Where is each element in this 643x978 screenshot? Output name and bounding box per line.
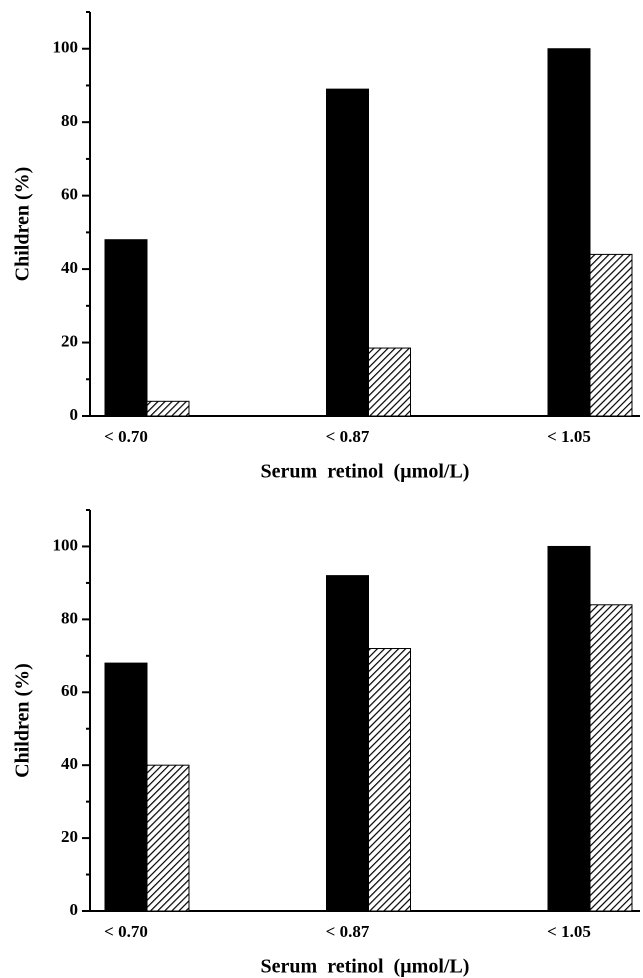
y-tick-label: 0 xyxy=(70,900,79,919)
bar xyxy=(104,662,148,912)
y-tick-label: 60 xyxy=(61,185,78,204)
x-tick-label: < 0.70 xyxy=(104,427,148,446)
bar xyxy=(326,575,369,912)
y-tick-label: 40 xyxy=(61,754,78,773)
bar xyxy=(368,648,411,912)
y-tick-label: 80 xyxy=(61,608,78,627)
x-tick-label: < 1.05 xyxy=(547,922,591,941)
bar xyxy=(146,764,190,912)
y-tick-label: 20 xyxy=(61,331,78,350)
x-tick-label: < 0.87 xyxy=(326,922,370,941)
bar xyxy=(326,88,369,417)
x-axis-label: Serum retinol (µmol/L) xyxy=(261,461,470,483)
bar xyxy=(547,48,591,417)
y-tick-label: 20 xyxy=(61,827,78,846)
y-axis-label: Children (%) xyxy=(12,167,34,282)
bar xyxy=(368,347,411,417)
y-tick-label: 100 xyxy=(53,535,79,554)
x-tick-label: < 1.05 xyxy=(547,427,591,446)
y-tick-label: 80 xyxy=(61,111,78,130)
bar xyxy=(589,604,633,912)
y-tick-label: 60 xyxy=(61,681,78,700)
bar xyxy=(104,239,148,417)
x-axis-label: Serum retinol (µmol/L) xyxy=(261,956,470,978)
y-tick-label: 40 xyxy=(61,258,78,277)
bar xyxy=(589,253,633,417)
x-tick-label: < 0.70 xyxy=(104,922,148,941)
bar xyxy=(547,545,591,912)
y-axis-label: Children (%) xyxy=(12,663,34,778)
bar xyxy=(146,400,190,417)
x-tick-label: < 0.87 xyxy=(326,427,370,446)
y-tick-label: 100 xyxy=(53,38,79,57)
y-tick-label: 0 xyxy=(70,405,79,424)
